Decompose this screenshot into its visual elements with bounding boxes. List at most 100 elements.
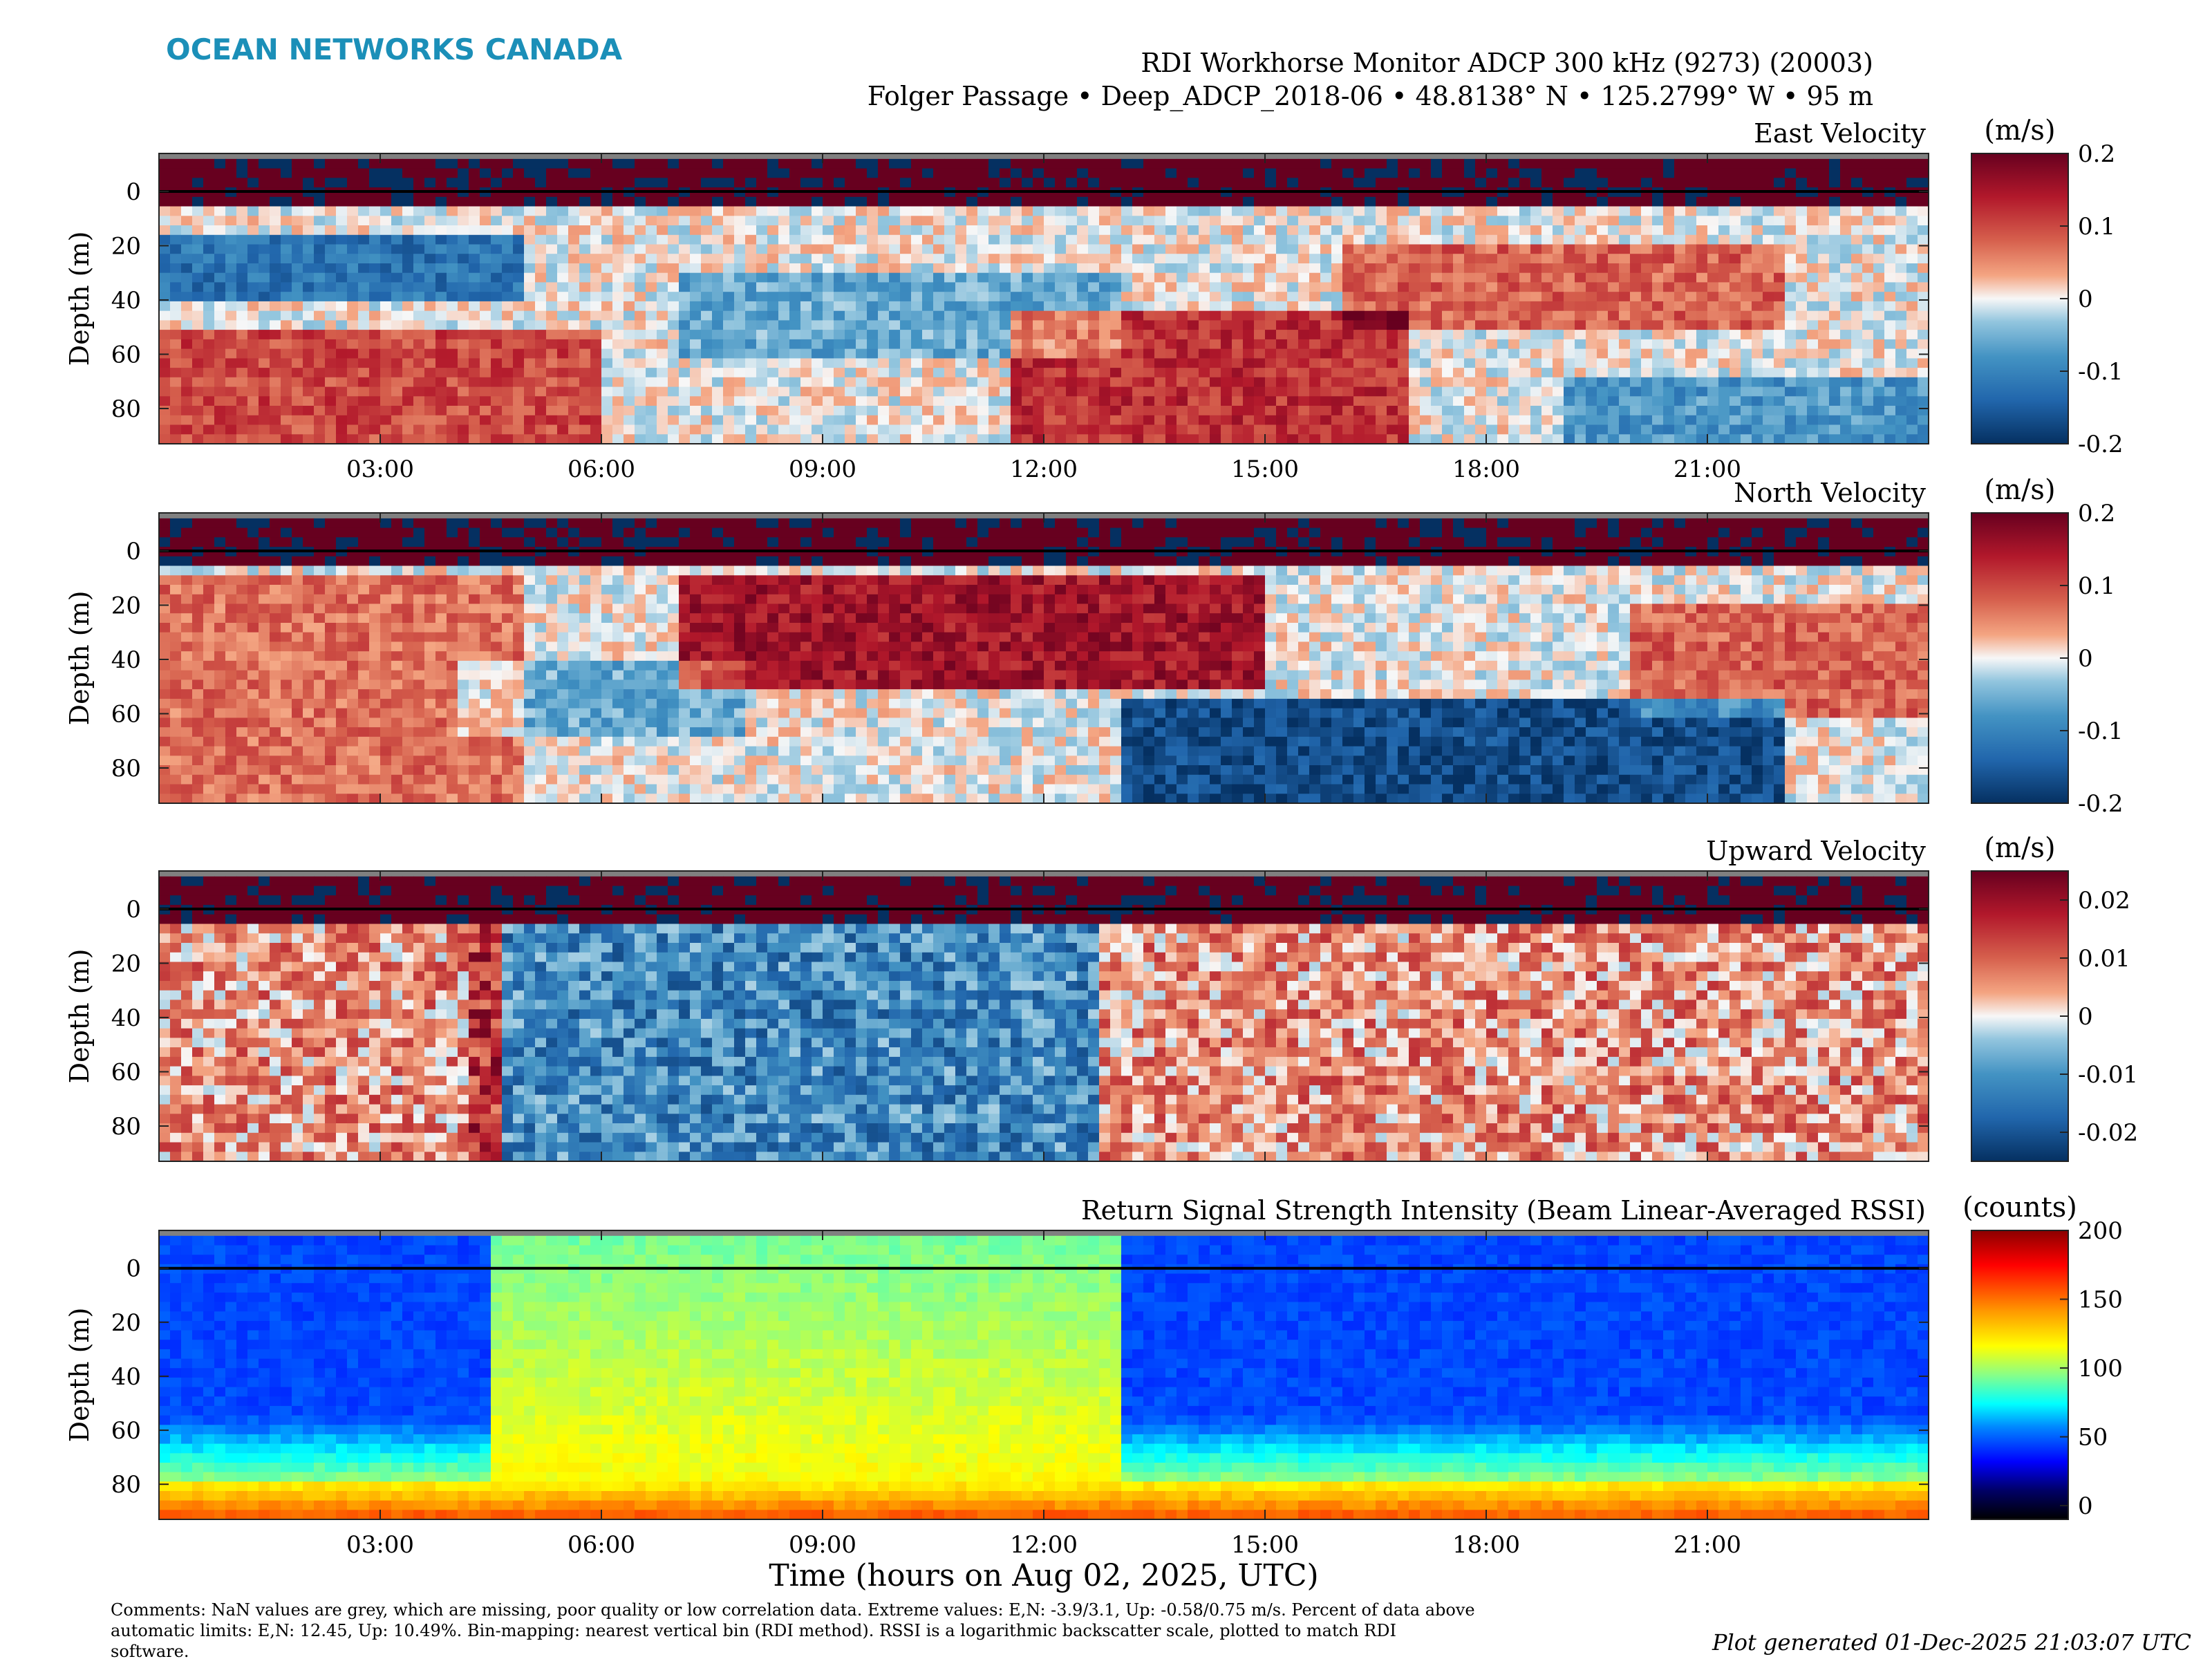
heatmap-cell [347, 225, 359, 235]
heatmap-cell [900, 225, 912, 235]
heatmap-cell [203, 623, 215, 632]
heatmap-cell [1165, 425, 1177, 435]
heatmap-cell [1873, 207, 1885, 216]
heatmap-cell [1210, 178, 1221, 187]
heatmap-cell [435, 415, 447, 425]
colorbar-tick-label: -0.2 [2078, 431, 2124, 458]
heatmap-cell [259, 434, 270, 444]
heatmap-cell [491, 197, 503, 207]
heatmap-cell [402, 387, 414, 397]
heatmap-cell [1309, 216, 1321, 225]
heatmap-cell [1199, 282, 1210, 292]
heatmap-cell [612, 254, 624, 263]
heatmap-cell [900, 263, 912, 273]
heatmap-cell [1121, 425, 1133, 435]
heatmap-cell [812, 169, 823, 178]
heatmap-cell [1199, 358, 1210, 368]
heatmap-cell [590, 178, 602, 187]
heatmap-cell [1199, 368, 1210, 377]
heatmap-cell [1033, 216, 1044, 225]
heatmap-cell [800, 159, 812, 169]
heatmap-cell [734, 387, 746, 397]
heatmap-cell [524, 225, 536, 235]
heatmap-cell [1420, 368, 1432, 377]
heatmap-cell [336, 406, 348, 415]
heatmap-cell [624, 368, 635, 377]
heatmap-cell [1851, 235, 1863, 245]
heatmap-cell [845, 245, 856, 254]
heatmap-cell [723, 415, 735, 425]
heatmap-cell [1000, 263, 1011, 273]
heatmap-cell [292, 169, 303, 178]
heatmap-cell [458, 273, 469, 283]
heatmap-cell [1077, 169, 1089, 178]
heatmap-cell [1154, 225, 1166, 235]
heatmap-cell [1232, 254, 1244, 263]
heatmap-cell [1796, 197, 1808, 207]
heatmap-cell [1088, 282, 1100, 292]
heatmap-cell [1575, 207, 1586, 216]
heatmap-cell [1707, 159, 1719, 169]
heatmap-cell [1464, 330, 1476, 339]
heatmap-cell [513, 159, 525, 169]
heatmap-cell [601, 330, 613, 339]
heatmap-cell [1000, 254, 1011, 263]
heatmap-cell [690, 415, 702, 425]
heatmap-cell [1276, 207, 1288, 216]
heatmap-cell [214, 235, 226, 245]
heatmap-cell [1376, 263, 1387, 273]
heatmap-cell [1730, 282, 1741, 292]
heatmap-cell [1077, 311, 1089, 321]
heatmap-cell [646, 235, 657, 245]
heatmap-cell [745, 349, 757, 359]
heatmap-cell [1398, 197, 1409, 207]
heatmap-cell [1785, 368, 1797, 377]
heatmap-cell [579, 358, 591, 368]
heatmap-cell [1807, 225, 1819, 235]
heatmap-cell [612, 245, 624, 254]
heatmap-cell [1188, 358, 1199, 368]
heatmap-cell [1884, 311, 1896, 321]
heatmap-cell [1630, 178, 1642, 187]
heatmap-cell [1530, 235, 1542, 245]
heatmap-cell [601, 396, 613, 406]
heatmap-cell [1486, 349, 1498, 359]
heatmap-cell [1409, 169, 1421, 178]
heatmap-cell [1287, 368, 1299, 377]
heatmap-cell [568, 207, 580, 216]
heatmap-cell [977, 263, 989, 273]
heatmap-cell [1077, 358, 1089, 368]
heatmap-cell [1807, 406, 1819, 415]
heatmap-cell [1630, 320, 1642, 330]
heatmap-cell [281, 377, 292, 387]
heatmap-cell [944, 415, 956, 425]
heatmap-cell [181, 737, 193, 747]
heatmap-cell [546, 235, 558, 245]
heatmap-cell [1652, 387, 1664, 397]
heatmap-cell [1807, 301, 1819, 311]
heatmap-cell [1906, 235, 1918, 245]
heatmap-cell [1376, 245, 1387, 254]
heatmap-cell [1486, 396, 1498, 406]
heatmap-cell [1918, 169, 1929, 178]
heatmap-cell [778, 377, 790, 387]
heatmap-cell [1641, 425, 1653, 435]
heatmap-cell [1453, 358, 1465, 368]
heatmap-cell [159, 178, 171, 187]
heatmap-cell [601, 415, 613, 425]
heatmap-cell [259, 159, 270, 169]
heatmap-cell [1619, 320, 1631, 330]
heatmap-cell [1796, 216, 1808, 225]
heatmap-cell [380, 406, 392, 415]
heatmap-cell [955, 169, 967, 178]
heatmap-cell [778, 197, 790, 207]
heatmap-cell [1829, 396, 1841, 406]
heatmap-cell [800, 301, 812, 311]
heatmap-cell [1210, 377, 1221, 387]
heatmap-cell [1862, 169, 1874, 178]
heatmap-cell [812, 434, 823, 444]
heatmap-cell [1011, 387, 1022, 397]
heatmap-cell [778, 434, 790, 444]
heatmap-cell [1420, 425, 1432, 435]
heatmap-cell [1000, 301, 1011, 311]
